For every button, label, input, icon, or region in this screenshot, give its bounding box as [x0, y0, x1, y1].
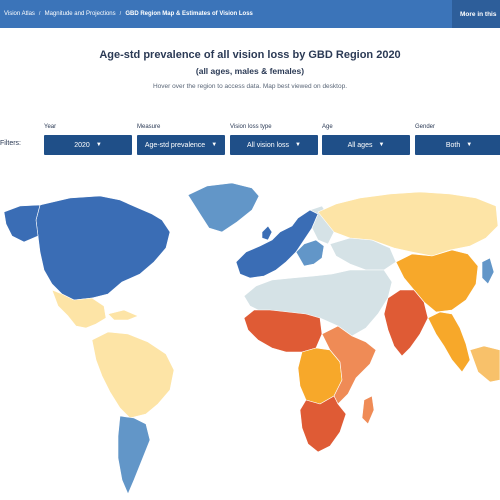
vision-loss-type-dropdown-value: All vision loss [247, 141, 290, 149]
chevron-down-icon: ▼ [378, 142, 385, 148]
year-dropdown-value: 2020 [74, 141, 90, 149]
year-dropdown[interactable]: 2020 ▼ [44, 135, 132, 155]
breadcrumb-separator: / [38, 11, 41, 17]
region-southeast-asia[interactable] [427, 311, 471, 373]
measure-dropdown-value: Age-std prevalence [144, 141, 206, 149]
vision-loss-type-dropdown[interactable]: All vision loss ▼ [230, 135, 318, 155]
measure-dropdown[interactable]: Age-std prevalence ▼ [137, 135, 225, 155]
chevron-down-icon: ▼ [466, 142, 473, 148]
region-central-europe[interactable] [295, 239, 325, 267]
region-japan-korea[interactable] [481, 257, 495, 285]
breadcrumb-magnitude-projections[interactable]: Magnitude and Projections [44, 11, 116, 17]
filter-gender: Gender Both ▼ [415, 124, 500, 155]
more-in-this-section-button[interactable]: More in this [452, 0, 500, 28]
breadcrumb-vision-atlas[interactable]: Vision Atlas [4, 11, 35, 17]
filter-gender-label: Gender [415, 124, 436, 130]
gender-dropdown[interactable]: Both ▼ [415, 135, 500, 155]
region-western-sub-saharan-africa[interactable] [243, 309, 323, 353]
age-dropdown-value: All ages [347, 141, 373, 149]
region-caribbean[interactable] [107, 309, 139, 321]
filter-vision-loss-type-label: Vision loss type [230, 124, 272, 130]
chevron-down-icon: ▼ [211, 142, 218, 148]
map-hint-text: Hover over the region to access data. Ma… [152, 83, 348, 90]
region-high-income-north-america-alaska[interactable] [3, 204, 41, 243]
region-southern-latin-america[interactable] [117, 415, 151, 495]
filters-label: Filters: [0, 140, 21, 147]
page-title: Age-std prevalence of all vision loss by… [99, 49, 401, 61]
region-southern-sub-saharan-africa[interactable] [299, 395, 347, 453]
region-madagascar[interactable] [361, 395, 375, 425]
filter-year: Year 2020 ▼ [44, 124, 132, 155]
world-choropleth-map [3, 182, 500, 495]
breadcrumb-current-page: GBD Region Map & Estimates of Vision Los… [125, 11, 253, 17]
filter-vision-loss-type: Vision loss type All vision loss ▼ [230, 124, 318, 155]
age-dropdown[interactable]: All ages ▼ [322, 135, 410, 155]
filter-age-label: Age [322, 124, 333, 130]
region-russia[interactable] [317, 191, 499, 257]
chevron-down-icon: ▼ [295, 142, 301, 148]
chevron-down-icon: ▼ [95, 142, 102, 148]
filter-measure-label: Measure [137, 124, 161, 130]
region-central-latin-america[interactable] [51, 289, 107, 329]
region-greenland[interactable] [187, 182, 260, 233]
filter-measure: Measure Age-std prevalence ▼ [137, 124, 225, 155]
page-subtitle: (all ages, males & females) [195, 66, 305, 76]
gender-dropdown-value: Both [445, 141, 461, 149]
breadcrumb: Vision Atlas / Magnitude and Projections… [4, 0, 253, 28]
region-iceland-uk[interactable] [261, 225, 273, 241]
top-navigation-bar: Vision Atlas / Magnitude and Projections… [0, 0, 500, 28]
region-oceania[interactable] [469, 345, 500, 383]
region-high-income-north-america[interactable] [35, 195, 171, 301]
region-eastern-sub-saharan-africa[interactable] [321, 325, 377, 405]
filter-age: Age All ages ▼ [322, 124, 410, 155]
region-south-asia[interactable] [383, 289, 429, 357]
filter-year-label: Year [44, 124, 57, 130]
breadcrumb-separator: / [119, 11, 122, 17]
region-andean-and-tropical-latin-america[interactable] [91, 331, 175, 419]
